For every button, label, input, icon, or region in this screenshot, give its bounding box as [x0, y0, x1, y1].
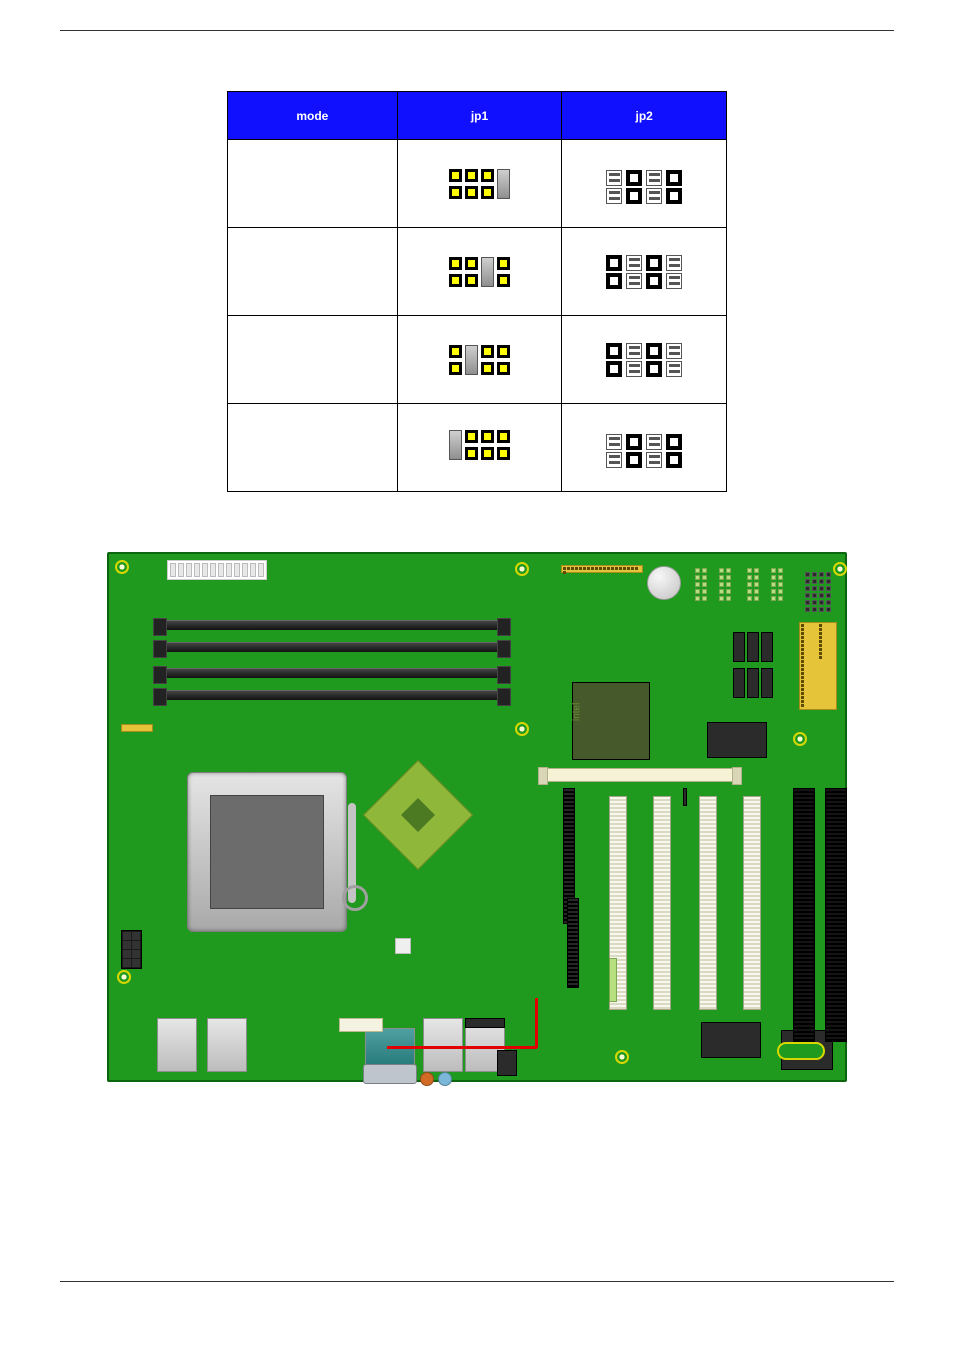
mounting-hole: [833, 562, 847, 576]
jp1-cell: [397, 404, 562, 492]
mounting-hole: [615, 1050, 629, 1064]
gpio-header: [747, 568, 759, 601]
table-row: [228, 228, 727, 316]
motherboard-diagram: intel: [107, 552, 847, 1082]
dimm-slot: [157, 690, 507, 700]
audio-jack: [420, 1072, 434, 1086]
mounting-hole: [115, 560, 129, 574]
front-panel-header: [609, 958, 617, 1002]
jumper-table: mode jp1 jp2: [227, 91, 727, 492]
ic-chip: [701, 1022, 761, 1058]
mode-cell: [228, 316, 398, 404]
standoff-pad: [777, 1042, 825, 1060]
ide-connector: [799, 622, 837, 710]
sata-port: [761, 668, 773, 698]
table-row: [228, 140, 727, 228]
mode-cell: [228, 140, 398, 228]
mounting-hole: [515, 562, 529, 576]
fan-header: [121, 724, 153, 732]
pci-slot: [699, 796, 717, 1010]
sata-port: [747, 668, 759, 698]
jp1-cell: [397, 228, 562, 316]
jumper-block: [395, 938, 411, 954]
table-row: [228, 404, 727, 492]
io-header: [339, 1018, 383, 1032]
northbridge: intel: [572, 682, 650, 760]
dimm-slot: [157, 668, 507, 678]
isa-slot: [793, 788, 815, 1042]
rear-io-port: [423, 1018, 463, 1072]
sata-port: [761, 632, 773, 662]
atx-8pin: [121, 930, 142, 969]
mode-cell: [228, 228, 398, 316]
callout-line: [387, 1046, 537, 1049]
mounting-hole: [515, 722, 529, 736]
bottom-rule: [60, 1281, 894, 1282]
col-header-jp1: jp1: [397, 92, 562, 140]
rear-io-port: [207, 1018, 247, 1072]
pci-slot: [743, 796, 761, 1010]
jp2-cell: [562, 316, 727, 404]
header-yellow: [561, 565, 643, 573]
jp2-cell: [562, 140, 727, 228]
jp1-cell: [397, 316, 562, 404]
atx-24pin: [167, 560, 267, 580]
dimm-slot: [157, 642, 507, 652]
isa-slot: [825, 788, 847, 1042]
coin-battery: [647, 566, 681, 600]
col-header-jp2: jp2: [562, 92, 727, 140]
pcie-x1-slot: [567, 898, 579, 988]
callout-line: [535, 998, 538, 1048]
sata-port: [733, 668, 745, 698]
jp2-cell: [562, 404, 727, 492]
vga-port: [363, 1064, 417, 1084]
ic-chip: [707, 722, 767, 758]
gpio-header: [771, 568, 783, 601]
pin-header: [805, 572, 831, 612]
mode-cell: [228, 404, 398, 492]
mounting-hole: [793, 732, 807, 746]
sata-port: [747, 632, 759, 662]
top-rule: [60, 30, 894, 31]
pci-slot: [653, 796, 671, 1010]
audio-jack: [438, 1072, 452, 1086]
col-header-mode: mode: [228, 92, 398, 140]
jp2-cell: [562, 228, 727, 316]
mini-pci-slot: [545, 768, 735, 782]
rear-io-port: [157, 1018, 197, 1072]
mounting-hole: [117, 970, 131, 984]
optical-jack: [497, 1050, 517, 1076]
gpio-header: [719, 568, 731, 601]
cpu-socket: [187, 772, 347, 932]
dimm-slot: [157, 620, 507, 630]
jp1-cell: [397, 140, 562, 228]
gpio-header: [695, 568, 707, 601]
sata-port: [733, 632, 745, 662]
io-shroud: [465, 1018, 505, 1028]
table-row: [228, 316, 727, 404]
header-pin: [683, 788, 687, 806]
